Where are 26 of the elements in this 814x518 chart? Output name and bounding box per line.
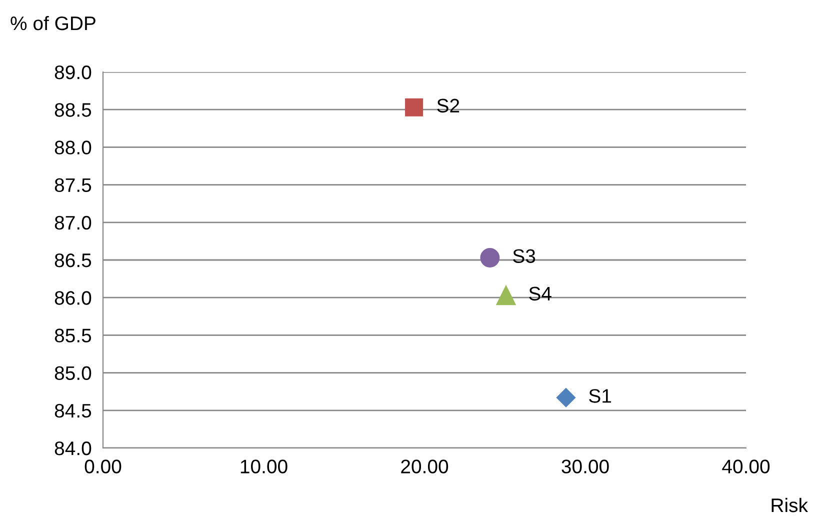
y-tick-label: 84.5: [54, 404, 92, 418]
point: [480, 248, 500, 268]
y-tick-label: 85.5: [54, 328, 92, 342]
y-tick-label: 88.5: [54, 103, 92, 117]
y-tick-label: 89.0: [54, 65, 92, 80]
y-tick-label: 86.5: [54, 253, 92, 268]
y-tick-label: 87.5: [54, 178, 92, 192]
y-axis-title: % of GDP: [10, 16, 96, 30]
y-tick-label: 86.0: [54, 291, 92, 305]
y-tick-label: 87.0: [54, 216, 92, 230]
series-label: S1: [589, 389, 612, 403]
x-tick-label: 10.00: [240, 460, 288, 474]
y-tick-label: 84.0: [54, 441, 92, 456]
x-tick-label: 40.00: [722, 460, 770, 474]
y-tick-label: 88.0: [54, 140, 92, 154]
point: [496, 286, 516, 306]
x-tick-label: 30.00: [562, 460, 609, 474]
series-label: S4: [529, 286, 552, 301]
x-tick-label: 20.00: [401, 460, 448, 474]
series-label: S3: [513, 249, 536, 263]
x-axis-title: Risk: [772, 498, 808, 512]
point: [405, 98, 424, 116]
series-label: S2: [437, 98, 460, 113]
x-tick-label: 0.00: [84, 460, 122, 474]
point: [556, 388, 576, 408]
y-tick-label: 85.0: [54, 366, 92, 380]
